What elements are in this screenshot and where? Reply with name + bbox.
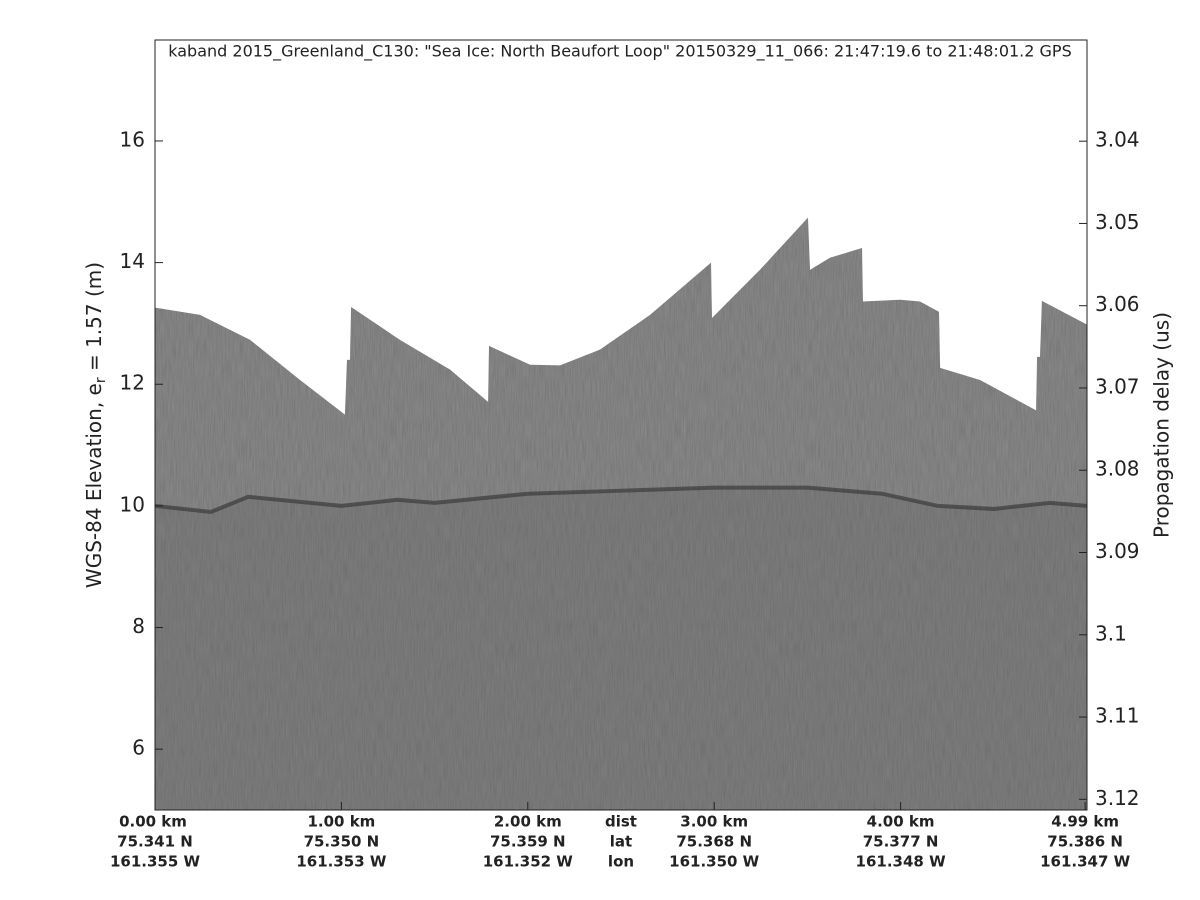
y2-tick-label: 3.05 bbox=[1095, 210, 1140, 234]
x-tick-lat: 75.377 N bbox=[863, 833, 939, 851]
plot-frame bbox=[154, 39, 1088, 811]
x-tick-lat: 75.359 N bbox=[490, 833, 566, 851]
y-label-part: WGS-84 Elevation, e bbox=[82, 383, 106, 588]
ice-surface-line bbox=[155, 485, 1087, 515]
y2-tick-label: 3.04 bbox=[1095, 128, 1140, 152]
x-tick-lat: 75.368 N bbox=[676, 833, 752, 851]
x-tick-label: 0.00 km bbox=[119, 813, 187, 831]
subsurface-area bbox=[155, 487, 1087, 810]
y2-tick-label: 3.06 bbox=[1095, 292, 1140, 316]
y2-tick-label: 3.11 bbox=[1095, 704, 1140, 728]
x-row-label: dist bbox=[605, 813, 637, 831]
plot-area bbox=[155, 217, 1087, 810]
y2-tick-label: 3.09 bbox=[1095, 539, 1140, 563]
x-tick-lon: 161.355 W bbox=[110, 853, 201, 871]
x-tick-lat: 75.386 N bbox=[1047, 833, 1123, 851]
y-tick-label: 14 bbox=[120, 249, 145, 273]
x-tick-lon: 161.352 W bbox=[483, 853, 574, 871]
x-tick-label: 3.00 km bbox=[680, 813, 748, 831]
x-tick-label: 4.99 km bbox=[1051, 813, 1119, 831]
x-tick-lon: 161.348 W bbox=[856, 853, 947, 871]
echo-area bbox=[155, 217, 1087, 810]
y2-axis-label: Propagation delay (us) bbox=[1150, 312, 1174, 538]
y2-tick-label: 3.1 bbox=[1095, 621, 1127, 645]
y2-tick-label: 3.07 bbox=[1095, 374, 1140, 398]
y-tick-label: 6 bbox=[132, 736, 145, 760]
y2-tick-label: 3.08 bbox=[1095, 457, 1140, 481]
x-tick-lat: 75.341 N bbox=[117, 833, 193, 851]
x-tick-label: 1.00 km bbox=[307, 813, 375, 831]
y-tick-label: 16 bbox=[120, 127, 145, 151]
y-tick-label: 8 bbox=[132, 614, 145, 638]
x-tick-label: 4.00 km bbox=[867, 813, 935, 831]
y-axis-label: WGS-84 Elevation, er = 1.57 (m) bbox=[82, 262, 110, 588]
x-tick-lon: 161.353 W bbox=[296, 853, 387, 871]
x-row-label: lon bbox=[608, 853, 634, 871]
y2-tick-label: 3.12 bbox=[1095, 786, 1140, 810]
x-tick-lon: 161.350 W bbox=[669, 853, 760, 871]
y-tick-label: 12 bbox=[120, 371, 145, 395]
y-label-subscript: r bbox=[93, 377, 109, 383]
y-label-part: = 1.57 (m) bbox=[82, 262, 106, 377]
x-row-label: lat bbox=[610, 833, 632, 851]
x-tick-lat: 75.350 N bbox=[304, 833, 380, 851]
y-tick-label: 10 bbox=[120, 492, 145, 516]
x-tick-lon: 161.347 W bbox=[1040, 853, 1131, 871]
x-tick-label: 2.00 km bbox=[494, 813, 562, 831]
chart-title: kaband 2015_Greenland_C130: "Sea Ice: No… bbox=[168, 42, 1071, 62]
